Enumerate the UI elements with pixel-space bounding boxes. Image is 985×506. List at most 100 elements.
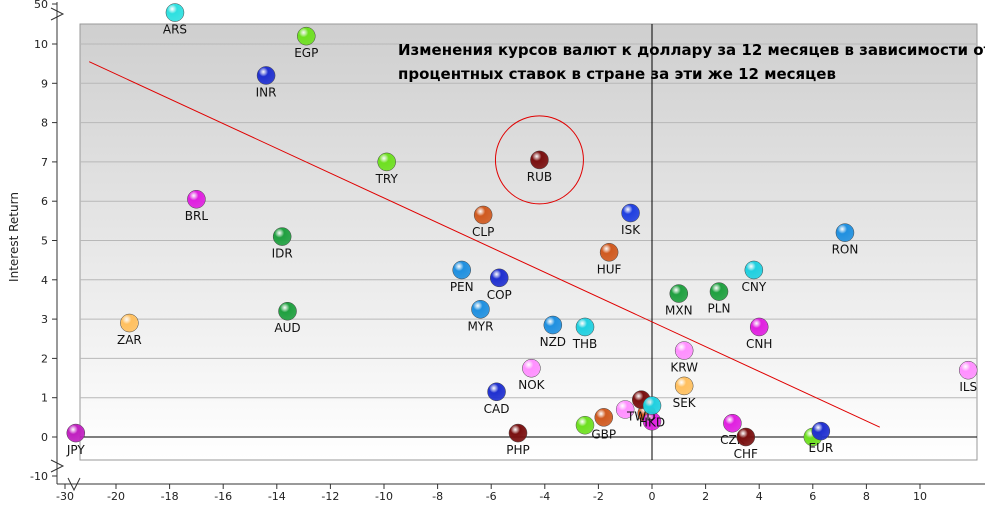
extra-marker bbox=[575, 415, 595, 435]
y-tick-label: 7 bbox=[41, 156, 48, 169]
y-axis-label: Interest Return bbox=[7, 192, 21, 282]
point-label-sek: SEK bbox=[673, 396, 697, 410]
data-points: ARS EGP INR TRY RUB BRL CLP ISK IDR RON HUF PEN COP C… bbox=[66, 3, 978, 461]
point-label-pen: PEN bbox=[450, 280, 474, 294]
y-tick-label: 6 bbox=[41, 195, 48, 208]
point-marker-cop bbox=[489, 268, 509, 288]
y-tick-label: 4 bbox=[41, 274, 48, 287]
point-marker-hkd bbox=[642, 396, 662, 415]
highlight-circle bbox=[494, 115, 584, 205]
y-tick-label: 1 bbox=[41, 392, 48, 405]
point-marker-brl bbox=[187, 189, 206, 209]
point-label-krw: KRW bbox=[670, 361, 698, 375]
y-axis-break-top bbox=[50, 7, 65, 21]
point-marker-ars bbox=[165, 3, 185, 22]
x-tick-label: -6 bbox=[486, 490, 497, 503]
point-label-php: PHP bbox=[506, 443, 530, 457]
y-axis-break-bottom bbox=[50, 459, 65, 473]
y-tick-label: 0 bbox=[41, 431, 48, 444]
y-tick-label: 10 bbox=[34, 38, 48, 51]
point-label-chf: CHF bbox=[734, 447, 758, 461]
point-label-cnh: CNH bbox=[746, 337, 772, 351]
point-label-egp: EGP bbox=[294, 46, 318, 60]
point-marker-try bbox=[377, 152, 396, 172]
point-marker-inr bbox=[256, 66, 276, 85]
point-marker-clp bbox=[473, 205, 493, 225]
point-marker-chf bbox=[736, 427, 756, 447]
point-label-huf: HUF bbox=[597, 262, 622, 276]
point-marker-huf bbox=[599, 243, 619, 262]
point-marker-egp bbox=[297, 26, 316, 46]
point-label-brl: BRL bbox=[185, 209, 209, 223]
point-label-idr: IDR bbox=[272, 247, 293, 261]
point-marker-sek bbox=[674, 376, 694, 396]
x-tick-label: -2 bbox=[593, 490, 604, 503]
x-tick-label: 10 bbox=[913, 490, 927, 503]
point-label-ils: ILS bbox=[959, 380, 977, 394]
grid-lines bbox=[80, 43, 977, 399]
point-marker-myr bbox=[471, 300, 490, 319]
x-tick-label: -14 bbox=[268, 490, 286, 503]
point-label-aud: AUD bbox=[274, 321, 300, 335]
point-marker-idr bbox=[272, 227, 292, 246]
x-axis-break bbox=[67, 477, 81, 492]
x-axis-ticks: -30 -20 -18 -16 -14 -12 -10 -8 -6 -4 -2 0 2 4 6 8 10 bbox=[56, 484, 927, 503]
x-tick-label: 2 bbox=[702, 490, 709, 503]
point-marker-mxn bbox=[669, 284, 689, 303]
x-tick-label: -18 bbox=[161, 490, 179, 503]
x-tick-label: -8 bbox=[432, 490, 443, 503]
point-label-isk: ISK bbox=[621, 223, 641, 237]
point-label-rub: RUB bbox=[527, 170, 552, 184]
x-tick-label: 6 bbox=[809, 490, 816, 503]
point-label-nzd: NZD bbox=[540, 335, 566, 349]
point-label-pln: PLN bbox=[708, 302, 731, 316]
point-marker-eur bbox=[811, 421, 831, 441]
point-label-gbp: GBP bbox=[591, 427, 616, 441]
point-label-myr: MYR bbox=[467, 319, 493, 333]
point-label-inr: INR bbox=[256, 85, 277, 99]
point-label-hkd: HKD bbox=[639, 416, 665, 430]
point-label-cop: COP bbox=[487, 288, 512, 302]
point-marker-zar bbox=[120, 313, 139, 333]
title-line-1: Изменения курсов валют к доллару за 12 м… bbox=[398, 41, 985, 59]
chart-title: Изменения курсов валют к доллару за 12 м… bbox=[398, 41, 985, 83]
point-marker-cny bbox=[744, 260, 764, 280]
x-tick-label: 0 bbox=[649, 490, 656, 503]
point-label-zar: ZAR bbox=[117, 333, 142, 347]
y-tick-label: 9 bbox=[41, 77, 48, 90]
trend-line-segment bbox=[88, 61, 881, 428]
point-marker-pln bbox=[709, 282, 729, 301]
point-marker-czk bbox=[723, 413, 742, 433]
trend-line bbox=[88, 61, 881, 428]
x-tick-label: -30 bbox=[56, 490, 74, 503]
x-tick-label: -16 bbox=[214, 490, 232, 503]
x-tick-label: -20 bbox=[107, 490, 125, 503]
point-marker-pen bbox=[452, 260, 471, 280]
x-tick-label: 8 bbox=[863, 490, 870, 503]
x-tick-label: -10 bbox=[375, 490, 393, 503]
point-label-cad: CAD bbox=[484, 402, 510, 416]
point-marker-php bbox=[508, 423, 528, 443]
point-label-eur: EUR bbox=[808, 441, 833, 455]
point-marker-isk bbox=[621, 203, 640, 223]
y-tick-label: 2 bbox=[41, 352, 48, 365]
point-label-ron: RON bbox=[832, 243, 859, 257]
title-line-2: процентных ставок в стране за эти же 12 … bbox=[398, 65, 836, 83]
point-marker-thb bbox=[575, 317, 595, 337]
point-label-ars: ARS bbox=[163, 23, 187, 37]
x-tick-label: -4 bbox=[539, 490, 550, 503]
point-marker-krw bbox=[674, 341, 694, 360]
point-label-thb: THB bbox=[572, 337, 598, 351]
y-tick-label: 5 bbox=[41, 235, 48, 248]
point-marker-ils bbox=[958, 360, 978, 380]
y-tick-label: 3 bbox=[41, 313, 48, 326]
point-marker-jpy bbox=[66, 423, 86, 443]
point-label-cny: CNY bbox=[741, 280, 766, 294]
point-marker-gbp bbox=[594, 408, 614, 427]
extra-marker bbox=[615, 400, 635, 419]
point-marker-cad bbox=[487, 382, 506, 402]
x-tick-label: -12 bbox=[321, 490, 339, 503]
point-marker-ron bbox=[835, 223, 855, 242]
y-tick-label: 50 bbox=[34, 0, 48, 11]
